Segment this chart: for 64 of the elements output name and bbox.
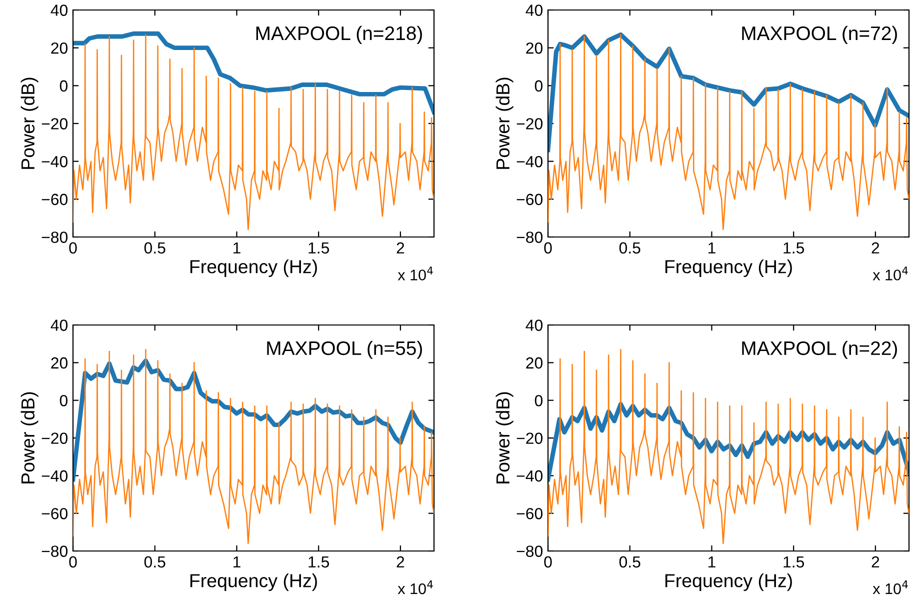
x-tick-label: 0 bbox=[544, 556, 552, 568]
x-tick-label: 1 bbox=[708, 242, 716, 254]
x-tick-label: 1.5 bbox=[308, 556, 330, 568]
x-tick-label: 0.5 bbox=[144, 556, 166, 568]
text: x 10$^{4}$ bbox=[398, 266, 433, 280]
x-tick-label: 2 bbox=[396, 242, 404, 254]
x-tick-label: 0 bbox=[69, 556, 77, 568]
y-tick-label: 40 bbox=[526, 4, 543, 16]
y-tick-label: 20 bbox=[526, 357, 543, 369]
y-tick-label: 0 bbox=[534, 394, 543, 406]
y-tick-label: −60 bbox=[42, 194, 68, 206]
y-axis-title: Power (dB) bbox=[20, 392, 38, 484]
y-axis-title: Power (dB) bbox=[496, 78, 514, 169]
y-tick-label: −40 bbox=[516, 156, 543, 168]
y-tick-label: −40 bbox=[42, 156, 68, 168]
x-axis-title: Frequency (Hz) bbox=[190, 260, 317, 278]
y-tick-label: −40 bbox=[42, 470, 68, 482]
y-tick-label: 20 bbox=[51, 42, 68, 54]
text: x 10$^{4}$ bbox=[872, 580, 908, 594]
text: MAXPOOL (n=218) bbox=[256, 26, 422, 44]
y-tick-label: −20 bbox=[516, 118, 543, 130]
x-tick-label: 1 bbox=[233, 242, 240, 254]
y-tick-label: 20 bbox=[51, 357, 68, 369]
x-axis-title: Frequency (Hz) bbox=[665, 260, 792, 278]
x-tick-label: 0.5 bbox=[619, 242, 640, 254]
x-tick-label: 1.5 bbox=[784, 556, 804, 568]
y-axis-title: Power (dB) bbox=[496, 392, 514, 484]
x-tick-label: 2 bbox=[396, 556, 404, 568]
x-tick-label: 0.5 bbox=[619, 556, 640, 568]
x-tick-label: 1 bbox=[233, 556, 240, 568]
y-tick-label: −60 bbox=[516, 508, 543, 520]
text: MAXPOOL (n=22) bbox=[742, 340, 897, 359]
x-tick-label: 2 bbox=[872, 556, 880, 568]
y-tick-label: −80 bbox=[516, 232, 543, 243]
y-tick-label: −20 bbox=[42, 118, 68, 130]
x-tick-label: 1 bbox=[708, 556, 716, 568]
y-tick-label: 0 bbox=[534, 80, 543, 92]
y-tick-label: 40 bbox=[526, 320, 543, 331]
x-tick-label: 0.5 bbox=[144, 242, 166, 254]
y-tick-label: 0 bbox=[60, 80, 68, 92]
text: x 10$^{4}$ bbox=[398, 580, 433, 594]
text: MAXPOOL (n=72) bbox=[742, 26, 897, 44]
y-axis-title: Power (dB) bbox=[20, 78, 38, 169]
y-tick-label: −80 bbox=[42, 546, 68, 557]
text: x 10$^{4}$ bbox=[872, 266, 908, 280]
y-tick-label: −80 bbox=[516, 546, 543, 557]
y-tick-label: −60 bbox=[42, 508, 68, 520]
y-tick-label: 0 bbox=[60, 394, 68, 406]
y-tick-label: −60 bbox=[516, 194, 543, 206]
y-tick-label: 40 bbox=[50, 4, 68, 16]
x-axis-title: Frequency (Hz) bbox=[190, 574, 317, 592]
y-tick-label: −20 bbox=[516, 432, 543, 444]
y-tick-label: −20 bbox=[42, 432, 68, 444]
y-tick-label: −40 bbox=[516, 470, 543, 482]
text: MAXPOOL (n=55) bbox=[267, 340, 422, 359]
x-tick-label: 0 bbox=[69, 242, 77, 254]
x-axis-title: Frequency (Hz) bbox=[665, 574, 792, 592]
x-tick-label: 1.5 bbox=[308, 242, 330, 254]
x-tick-label: 0 bbox=[544, 242, 552, 254]
y-tick-label: 20 bbox=[526, 42, 543, 54]
y-tick-label: 40 bbox=[50, 320, 68, 331]
y-tick-label: −80 bbox=[42, 232, 68, 243]
x-tick-label: 2 bbox=[872, 242, 880, 254]
x-tick-label: 1.5 bbox=[784, 242, 804, 254]
